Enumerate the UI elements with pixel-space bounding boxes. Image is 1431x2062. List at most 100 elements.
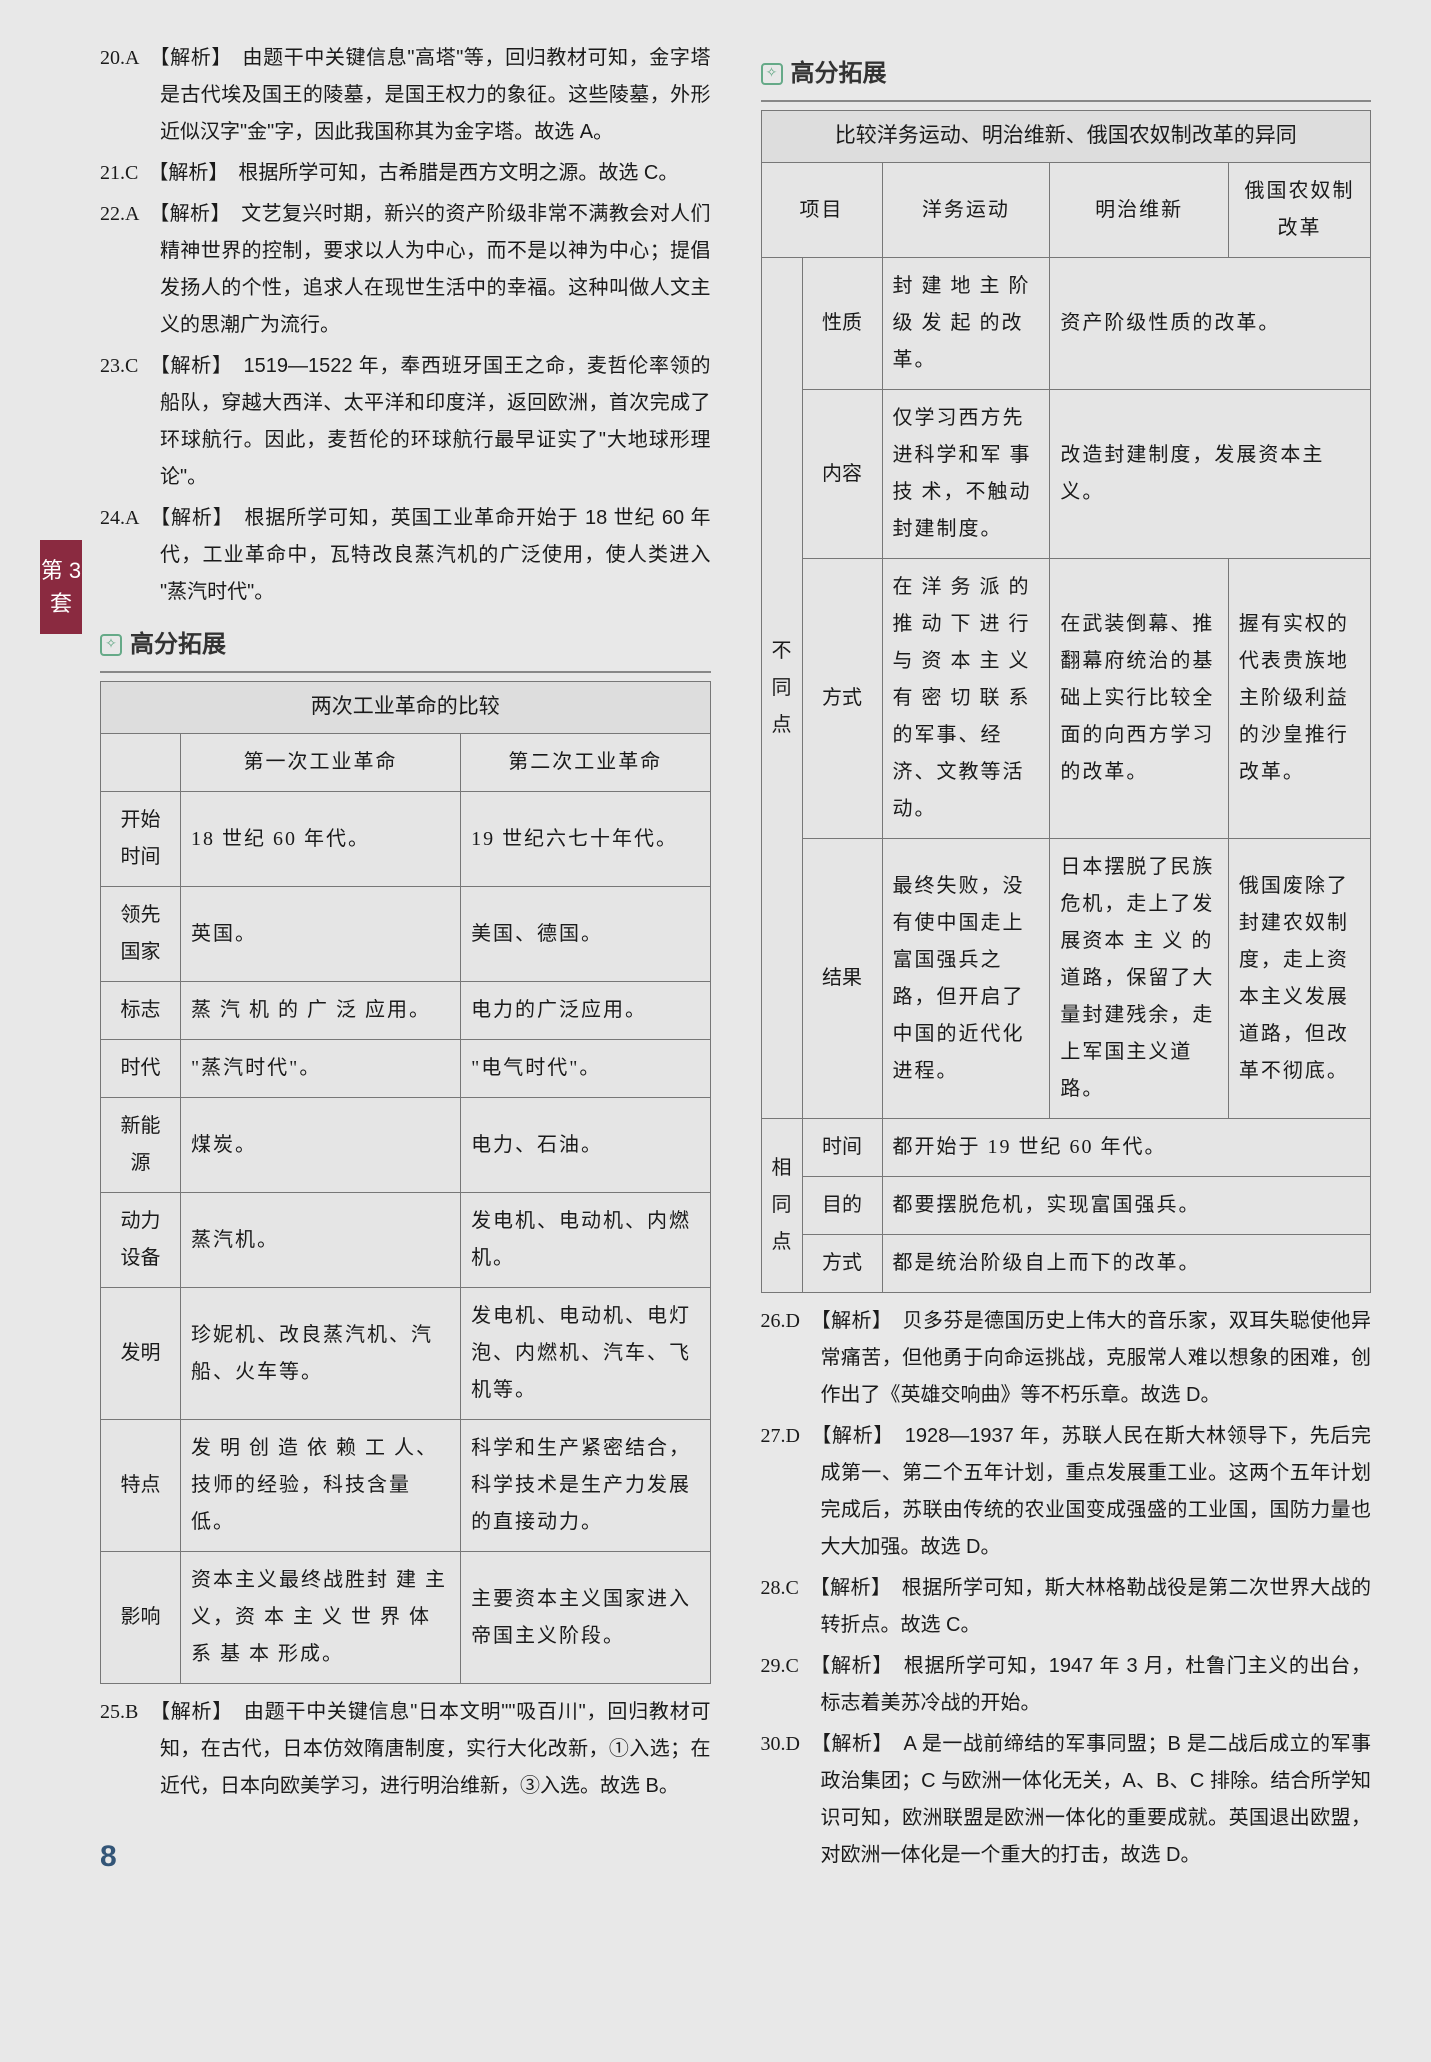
section-title-left: 高分拓展 xyxy=(130,623,226,667)
q-text: 【解析】 根据所学可知，1947 年 3 月，杜鲁门主义的出台，标志着美苏冷战的… xyxy=(820,1655,1371,1714)
table2-cell: 最终失败，没有使中国走上富国强兵之路，但开启了中国的近代化进程。 xyxy=(882,839,1050,1119)
table2-cell: 不 同 点 xyxy=(761,258,802,1119)
question-item: 21.C 【解析】 根据所学可知，古希腊是西方文明之源。故选 C。 xyxy=(100,155,711,192)
page: 20.A 【解析】 由题干中关键信息"高塔"等，回归教材可知，金字塔是古代埃及国… xyxy=(100,40,1371,1885)
table2-cell: 方式 xyxy=(802,559,882,839)
q-ans: D xyxy=(786,1425,800,1447)
q-text: 【解析】 A 是一战前缔结的军事同盟；B 是二战后成立的军事政治集团；C 与欧洲… xyxy=(821,1733,1372,1866)
table1-cell: 新能源 xyxy=(101,1098,181,1193)
table1-cell: 蒸汽机。 xyxy=(181,1193,461,1288)
table1-cell: 资本主义最终战胜封 建 主 义，资 本 主 义 世 界 体 系 基 本 形成。 xyxy=(181,1552,461,1684)
q-text: 【解析】 贝多芬是德国历史上伟大的音乐家，双耳失聪使他异常痛苦，但他勇于向命运挑… xyxy=(821,1310,1372,1406)
question-item: 30.D 【解析】 A 是一战前缔结的军事同盟；B 是二战后成立的军事政治集团；… xyxy=(761,1726,1372,1874)
table2-caption: 比较洋务运动、明治维新、俄国农奴制改革的异同 xyxy=(761,110,1372,162)
table1-cell: "电气时代"。 xyxy=(461,1040,710,1098)
table2-cell: 性质 xyxy=(802,258,882,390)
question-item: 29.C 【解析】 根据所学可知，1947 年 3 月，杜鲁门主义的出台，标志着… xyxy=(761,1648,1372,1722)
table1-cell: 开始时间 xyxy=(101,792,181,887)
table1-cell: 特点 xyxy=(101,1420,181,1552)
table1-header: 第一次工业革命 xyxy=(181,734,461,792)
table2-cell: 握有实权的代表贵族地主阶级利益的沙皇推行改革。 xyxy=(1228,559,1370,839)
q-text: 【解析】 1928—1937 年，苏联人民在斯大林领导下，先后完成第一、第二个五… xyxy=(821,1425,1372,1558)
table2-cell: 项目 xyxy=(761,163,882,258)
q-ans: C xyxy=(786,1577,799,1599)
table2-cell: 都开始于 19 世纪 60 年代。 xyxy=(882,1119,1371,1177)
section-header-left: ✧ 高分拓展 xyxy=(100,623,711,673)
table1-cell: 蒸 汽 机 的 广 泛 应用。 xyxy=(181,982,461,1040)
question-item: 24.A 【解析】 根据所学可知，英国工业革命开始于 18 世纪 60 年代，工… xyxy=(100,500,711,611)
table2: 项目洋务运动明治维新俄国农奴制改革不 同 点性质封 建 地 主 阶 级 发 起 … xyxy=(761,162,1372,1293)
table2-cell: 资产阶级性质的改革。 xyxy=(1050,258,1371,390)
q-text: 【解析】 由题干中关键信息"高塔"等，回归教材可知，金字塔是古代埃及国王的陵墓，… xyxy=(160,47,711,143)
table2-cell: 目的 xyxy=(802,1177,882,1235)
q-num: 28. xyxy=(761,1577,786,1599)
q-num: 24. xyxy=(100,507,125,529)
table1-cell: 领先国家 xyxy=(101,887,181,982)
table2-cell: 在 洋 务 派 的 推 动 下 进 行 与 资 本 主 义 有 密 切 联 系 … xyxy=(882,559,1050,839)
table2-cell: 仅学习西方先进科学和军 事 技 术，不触动封建制度。 xyxy=(882,390,1050,559)
table2-cell: 改造封建制度，发展资本主义。 xyxy=(1050,390,1371,559)
q-ans: A xyxy=(125,203,138,225)
section-header-right: ✧ 高分拓展 xyxy=(761,52,1372,102)
table1-cell: 18 世纪 60 年代。 xyxy=(181,792,461,887)
q-num: 30. xyxy=(761,1733,786,1755)
table2-cell: 内容 xyxy=(802,390,882,559)
table2-cell: 都要摆脱危机，实现富国强兵。 xyxy=(882,1177,1371,1235)
question-item: 28.C 【解析】 根据所学可知，斯大林格勒战役是第二次世界大战的转折点。故选 … xyxy=(761,1570,1372,1644)
table1-cell: 发电机、电动机、内燃机。 xyxy=(461,1193,710,1288)
table2-cell: 封 建 地 主 阶 级 发 起 的改革。 xyxy=(882,258,1050,390)
table2-cell: 明治维新 xyxy=(1050,163,1229,258)
side-tab-text: 第 3 套 xyxy=(40,554,82,620)
table1-cell: 美国、德国。 xyxy=(461,887,710,982)
table1-cell: 科学和生产紧密结合，科学技术是生产力发展的直接动力。 xyxy=(461,1420,710,1552)
left-column: 20.A 【解析】 由题干中关键信息"高塔"等，回归教材可知，金字塔是古代埃及国… xyxy=(100,40,711,1885)
q-num: 21. xyxy=(100,162,125,184)
table1-header: 第二次工业革命 xyxy=(461,734,710,792)
table1-cell: 标志 xyxy=(101,982,181,1040)
q-ans: C xyxy=(125,162,138,184)
q-ans: A xyxy=(125,47,138,69)
q-ans: C xyxy=(786,1655,799,1677)
page-number: 8 xyxy=(100,1829,711,1885)
section-title-right: 高分拓展 xyxy=(791,52,887,96)
q25: 25.B 【解析】 由题干中关键信息"日本文明""吸百川"，回归教材可知，在古代… xyxy=(100,1694,711,1805)
q25-ans: B xyxy=(125,1701,138,1723)
q-ans: D xyxy=(786,1733,800,1755)
q-text: 【解析】 根据所学可知，斯大林格勒战役是第二次世界大战的转折点。故选 C。 xyxy=(820,1577,1371,1636)
table1: 第一次工业革命第二次工业革命开始时间18 世纪 60 年代。19 世纪六七十年代… xyxy=(100,733,711,1684)
table2-cell: 结果 xyxy=(802,839,882,1119)
right-column: ✧ 高分拓展 比较洋务运动、明治维新、俄国农奴制改革的异同 项目洋务运动明治维新… xyxy=(761,40,1372,1885)
table2-cell: 洋务运动 xyxy=(882,163,1050,258)
table2-cell: 俄国废除了封建农奴制度，走上资本主义发展道路，但改革不彻底。 xyxy=(1228,839,1370,1119)
table2-cell: 俄国农奴制改革 xyxy=(1228,163,1370,258)
table1-cell: 英国。 xyxy=(181,887,461,982)
table2-cell: 方式 xyxy=(802,1235,882,1293)
table1-cell: 煤炭。 xyxy=(181,1098,461,1193)
q-num: 29. xyxy=(761,1655,786,1677)
q25-text: 【解析】 由题干中关键信息"日本文明""吸百川"，回归教材可知，在古代，日本仿效… xyxy=(160,1701,711,1797)
expand-icon: ✧ xyxy=(100,634,122,656)
table1-cell: 发明 xyxy=(101,1288,181,1420)
table2-cell: 相 同 点 xyxy=(761,1119,802,1293)
table1-cell: 19 世纪六七十年代。 xyxy=(461,792,710,887)
table1-cell: 发电机、电动机、电灯泡、内燃机、汽车、飞机等。 xyxy=(461,1288,710,1420)
table1-cell: 珍妮机、改良蒸汽机、汽船、火车等。 xyxy=(181,1288,461,1420)
table1-caption: 两次工业革命的比较 xyxy=(100,681,711,733)
table2-cell: 日本摆脱了民族危机，走上了发展资本 主 义 的 道路，保留了大量封建残余，走上军… xyxy=(1050,839,1229,1119)
table2-cell: 时间 xyxy=(802,1119,882,1177)
q-text: 【解析】 1519—1522 年，奉西班牙国王之命，麦哲伦率领的船队，穿越大西洋… xyxy=(160,355,711,488)
table1-cell: 电力的广泛应用。 xyxy=(461,982,710,1040)
table2-cell: 都是统治阶级自上而下的改革。 xyxy=(882,1235,1371,1293)
q-text: 【解析】 文艺复兴时期，新兴的资产阶级非常不满教会对人们精神世界的控制，要求以人… xyxy=(159,203,710,336)
table1-cell: 电力、石油。 xyxy=(461,1098,710,1193)
question-item: 23.C 【解析】 1519—1522 年，奉西班牙国王之命，麦哲伦率领的船队，… xyxy=(100,348,711,496)
question-item: 27.D 【解析】 1928—1937 年，苏联人民在斯大林领导下，先后完成第一… xyxy=(761,1418,1372,1566)
q-num: 26. xyxy=(761,1310,786,1332)
question-item: 20.A 【解析】 由题干中关键信息"高塔"等，回归教材可知，金字塔是古代埃及国… xyxy=(100,40,711,151)
table1-header xyxy=(101,734,181,792)
q25-num: 25. xyxy=(100,1701,125,1723)
q-num: 27. xyxy=(761,1425,786,1447)
expand-icon: ✧ xyxy=(761,63,783,85)
q-num: 23. xyxy=(100,355,125,377)
table1-cell: 影响 xyxy=(101,1552,181,1684)
